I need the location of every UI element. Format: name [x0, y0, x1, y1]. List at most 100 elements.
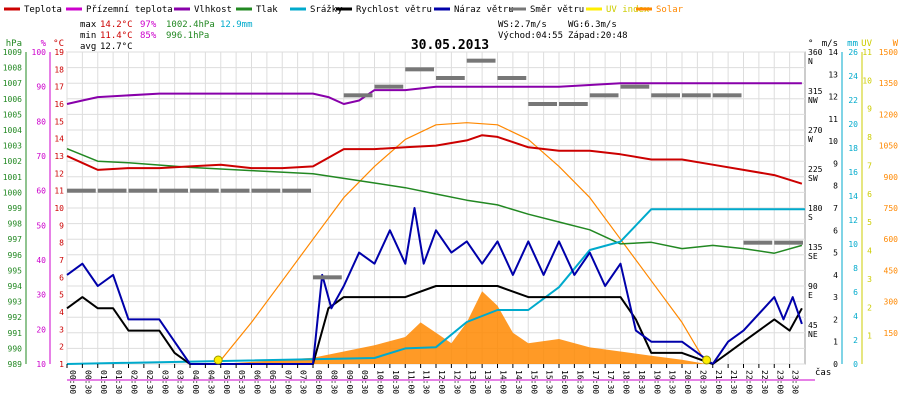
x-tick-label: 01:00 [99, 370, 108, 394]
x-tick-label: 23:00 [775, 370, 784, 394]
x-tick-label: 07:30 [299, 370, 308, 394]
hpa-tick-label: 1005 [3, 110, 22, 119]
x-tick-label: 05:00 [222, 370, 231, 394]
mm-axis-title: mm [847, 39, 858, 49]
hum-tick-label: 20 [36, 325, 46, 334]
uv-tick-label: 9 [867, 105, 872, 114]
hpa-tick-label: 1009 [3, 48, 22, 57]
x-tick-label: 09:30 [360, 370, 369, 394]
dir-tick-label: 90 [808, 282, 818, 291]
x-tick-label: 19:30 [668, 370, 677, 394]
dir-compass-label: SW [808, 174, 818, 183]
mm-tick-label: 0 [853, 360, 858, 369]
legend-label-vlhkost: Vlhkost [194, 5, 232, 15]
uv-tick-label: 2 [867, 303, 872, 312]
ms-tick-label: 4 [833, 271, 838, 280]
w-tick-label: 450 [884, 266, 899, 275]
hpa-tick-label: 1008 [3, 64, 22, 73]
stat-min-temp: 11.4°C [100, 31, 133, 41]
series-solar-theory-line [217, 122, 708, 365]
x-tick-label: 02:00 [130, 370, 139, 394]
x-tick-label: 10:00 [376, 370, 385, 394]
ms-tick-label: 8 [833, 182, 838, 191]
w-tick-label: 1500 [879, 48, 898, 57]
ms-tick-label: 0 [833, 360, 838, 369]
series-temperature-line [66, 134, 803, 185]
ms-tick-label: 3 [833, 293, 838, 302]
w-tick-label: 1200 [879, 110, 898, 119]
wind-direction-mark [651, 93, 680, 98]
x-tick-label: 14:00 [499, 370, 508, 394]
series-rain-line [66, 208, 805, 365]
ms-tick-label: 7 [833, 204, 838, 213]
series-wind-gust-line [66, 207, 803, 365]
x-tick-label: 22:30 [760, 370, 769, 394]
x-tick-label: 20:00 [683, 370, 692, 394]
hpa-tick-label: 1001 [3, 173, 22, 182]
w-axis-title: W [893, 39, 899, 49]
uv-tick-label: 1 [867, 332, 872, 341]
temp-tick-label: 2 [59, 343, 64, 352]
x-tick-label: 08:00 [314, 370, 323, 394]
x-tick-label: 06:00 [253, 370, 262, 394]
ms-tick-label: 9 [833, 159, 838, 168]
hpa-tick-label: 992 [8, 313, 23, 322]
uv-axis-title: UV [861, 39, 872, 49]
wind-direction-mark [682, 93, 711, 98]
mm-tick-label: 8 [853, 264, 858, 273]
series-layer [66, 58, 805, 365]
wind-direction-mark [436, 76, 465, 80]
wind-direction-mark [220, 188, 250, 193]
legend: Teplota Přízemní teplota Vlhkost Tlak Srážky… [4, 5, 684, 15]
x-tick-label: 09:00 [345, 370, 354, 394]
hum-tick-label: 50 [36, 221, 46, 230]
x-tick-label: 08:30 [329, 370, 338, 394]
x-axis-label: čas [815, 367, 831, 378]
legend-label-pocitova: Přízemní teplota [86, 5, 173, 15]
x-tick-label: 01:30 [114, 370, 123, 394]
wind-direction-mark [774, 240, 803, 245]
temp-tick-label: 8 [59, 239, 64, 248]
sunset-marker [702, 355, 712, 365]
series-pressure-line [66, 148, 803, 254]
hpa-tick-label: 994 [8, 282, 23, 291]
stat-avg-temp: 12.7°C [100, 42, 133, 52]
temp-tick-label: 14 [54, 135, 64, 144]
dir-tick-label: 315 [808, 87, 823, 96]
x-tick-label: 21:00 [714, 370, 723, 394]
wind-direction-mark [159, 188, 188, 193]
w-tick-label: 1350 [879, 79, 898, 88]
wind-direction-mark [497, 76, 527, 80]
uv-tick-label: 6 [867, 190, 872, 199]
wind-direction-mark [466, 58, 496, 63]
wind-direction-mark [528, 102, 557, 106]
wind-direction-mark [128, 188, 158, 193]
x-tick-label: 13:00 [468, 370, 477, 394]
x-tick-label: 15:30 [545, 370, 554, 394]
temp-tick-label: 1 [59, 360, 64, 369]
hpa-tick-label: 995 [8, 266, 23, 275]
stat-max-rain: 12.9mm [220, 20, 253, 30]
hpa-tick-label: 996 [8, 251, 23, 260]
stat-max-temp: 14.2°C [100, 20, 133, 30]
x-tick-label: 00:30 [83, 370, 92, 394]
grid [66, 51, 805, 365]
w-tick-label: 150 [884, 329, 899, 338]
temp-tick-label: 4 [59, 308, 64, 317]
wind-direction-mark [405, 67, 434, 72]
x-tick-label: 19:00 [652, 370, 661, 394]
x-tick-label: 20:30 [698, 370, 707, 394]
temp-tick-label: 12 [54, 169, 64, 178]
sunset: Západ:20:48 [568, 31, 628, 41]
dir-tick-label: 45 [808, 321, 818, 330]
dir-compass-label: E [808, 291, 813, 300]
stat-max-label: max [80, 20, 97, 30]
mm-tick-label: 2 [853, 336, 858, 345]
hum-tick-label: 100 [32, 48, 47, 57]
temp-tick-label: 18 [54, 65, 64, 74]
uv-tick-label: 11 [862, 48, 872, 57]
hum-tick-label: 90 [36, 83, 46, 92]
ms-tick-label: 12 [828, 93, 838, 102]
wind-direction-mark [190, 188, 219, 193]
